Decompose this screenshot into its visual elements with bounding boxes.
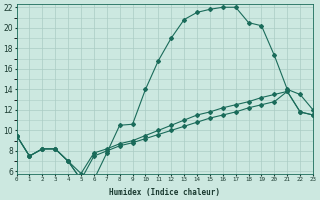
X-axis label: Humidex (Indice chaleur): Humidex (Indice chaleur) (109, 188, 220, 197)
